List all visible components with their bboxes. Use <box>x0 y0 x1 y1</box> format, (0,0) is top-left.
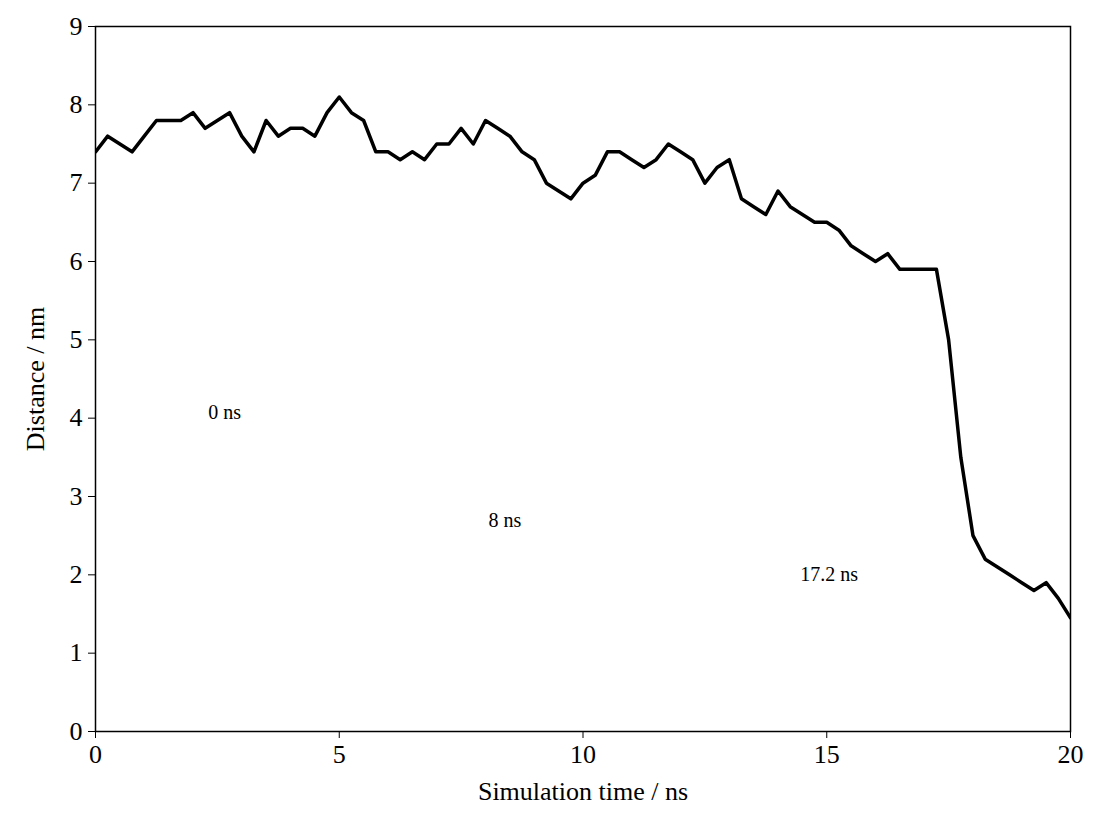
svg-text:15: 15 <box>814 740 840 769</box>
svg-text:8 ns: 8 ns <box>489 509 522 531</box>
svg-text:8: 8 <box>70 90 83 119</box>
svg-text:5: 5 <box>70 325 83 354</box>
svg-text:17.2 ns: 17.2 ns <box>800 563 858 585</box>
svg-text:1: 1 <box>70 638 83 667</box>
svg-text:0 ns: 0 ns <box>208 401 241 423</box>
svg-text:9: 9 <box>70 12 83 41</box>
svg-text:4: 4 <box>70 403 83 432</box>
svg-text:Simulation time / ns: Simulation time / ns <box>478 777 688 806</box>
svg-text:0: 0 <box>89 740 102 769</box>
svg-text:20: 20 <box>1058 740 1084 769</box>
svg-text:7: 7 <box>70 168 83 197</box>
svg-text:5: 5 <box>333 740 346 769</box>
svg-text:3: 3 <box>70 482 83 511</box>
svg-text:0: 0 <box>70 717 83 746</box>
svg-text:2: 2 <box>70 560 83 589</box>
svg-text:10: 10 <box>570 740 596 769</box>
svg-text:6: 6 <box>70 247 83 276</box>
svg-text:Distance / nm: Distance / nm <box>21 307 50 451</box>
